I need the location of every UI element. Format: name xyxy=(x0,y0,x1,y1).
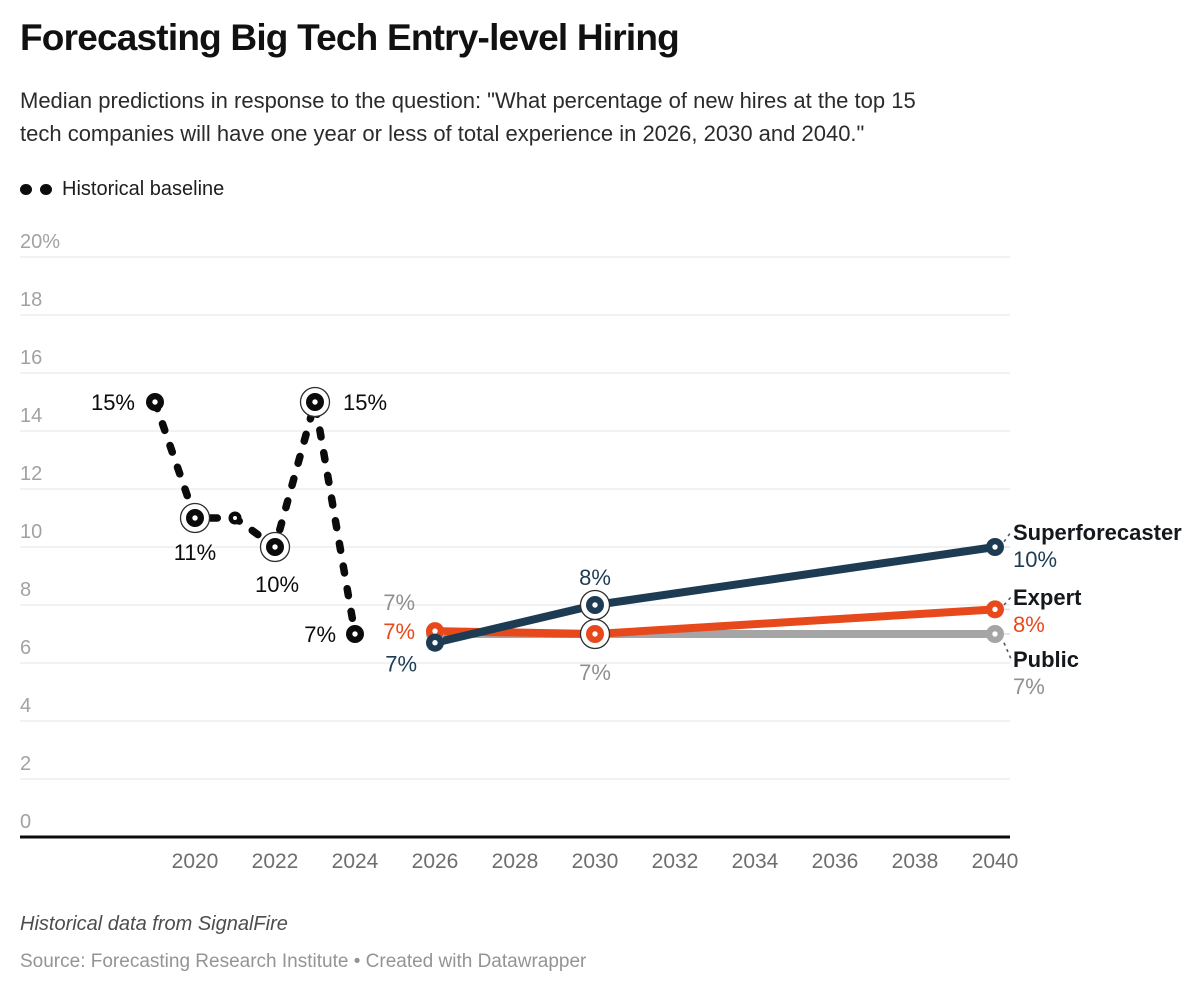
data-point-center xyxy=(272,544,278,550)
x-tick-label: 2030 xyxy=(572,850,619,873)
data-point-center xyxy=(233,516,237,520)
x-tick-label: 2026 xyxy=(412,850,459,873)
dashed-line-icon xyxy=(20,184,52,195)
data-point-center xyxy=(152,399,158,405)
value-label: 7% xyxy=(385,652,417,677)
series-line-historical-baseline xyxy=(151,398,359,638)
data-point-center xyxy=(312,399,318,405)
y-tick-label: 20% xyxy=(20,231,60,253)
y-tick-label: 2 xyxy=(20,753,31,775)
x-tick-label: 2038 xyxy=(892,850,939,873)
leader-dash xyxy=(1003,531,1012,543)
data-point-center xyxy=(992,631,998,637)
leader-dash xyxy=(1003,596,1012,606)
y-tick-label: 12 xyxy=(20,463,42,485)
y-tick-label: 16 xyxy=(20,347,42,369)
footer-note: Historical data from SignalFire xyxy=(20,913,288,935)
y-tick-label: 0 xyxy=(20,811,31,833)
y-tick-label: 10 xyxy=(20,521,42,543)
legend-label: Historical baseline xyxy=(62,178,225,200)
data-point-center xyxy=(192,515,198,521)
data-point-center xyxy=(592,602,598,608)
data-point-center xyxy=(992,606,998,613)
data-point-center xyxy=(352,631,358,637)
x-tick-label: 2034 xyxy=(732,850,779,873)
legend: Historical baseline xyxy=(20,178,224,201)
chart-subtitle: Median predictions in response to the qu… xyxy=(20,88,916,146)
data-point-center xyxy=(432,640,438,646)
value-label: 7% xyxy=(579,660,611,685)
x-tick-label: 2028 xyxy=(492,850,539,873)
x-tick-label: 2020 xyxy=(172,850,219,873)
data-point-center xyxy=(592,631,598,637)
x-tick-label: 2022 xyxy=(252,850,299,873)
y-tick-label: 6 xyxy=(20,637,31,659)
data-point-center xyxy=(432,628,438,634)
chart-title: Forecasting Big Tech Entry-level Hiring xyxy=(20,17,680,58)
x-tick-label: 2032 xyxy=(652,850,699,873)
value-label: 15% xyxy=(91,390,135,415)
value-label: 11% xyxy=(174,540,216,565)
y-tick-label: 18 xyxy=(20,289,42,311)
value-label: 7% xyxy=(304,622,336,647)
y-tick-label: 4 xyxy=(20,695,31,717)
value-label: 7% xyxy=(383,590,415,615)
data-point-center xyxy=(992,544,998,550)
x-tick-label: 2036 xyxy=(812,850,859,873)
x-tick-label: 2024 xyxy=(332,850,379,873)
chart-svg: 0 2 4 6 8 10 12 14 16 18 20% 2020 2022 2024 2026 2028 20… xyxy=(20,231,1019,873)
y-tick-label: 8 xyxy=(20,579,31,601)
footer-source: Source: Forecasting Research Institute •… xyxy=(20,951,587,972)
value-label: 8% xyxy=(579,565,611,590)
x-tick-label: 2040 xyxy=(972,850,1019,873)
leader-dash xyxy=(1003,642,1012,660)
y-tick-label: 14 xyxy=(20,405,42,427)
value-label: 10% xyxy=(255,572,299,597)
value-label: 15% xyxy=(343,390,387,415)
value-label: 7% xyxy=(383,619,415,644)
